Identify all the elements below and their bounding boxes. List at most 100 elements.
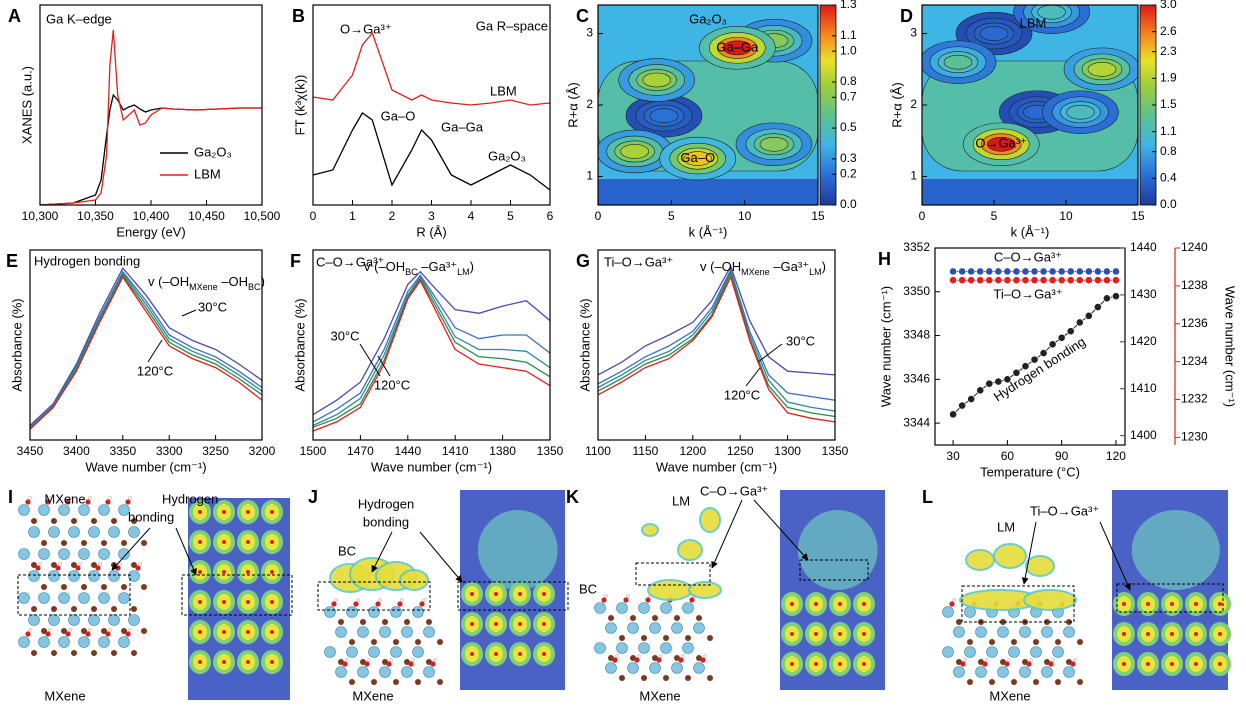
point: [1103, 276, 1111, 285]
point: [1075, 276, 1084, 285]
point: [967, 267, 976, 276]
atom-c: [121, 540, 127, 546]
x-tick-label: 1250: [727, 444, 754, 458]
dashed-box: [1116, 583, 1224, 613]
structure-label: MXene: [352, 688, 393, 703]
atom-o: [45, 631, 51, 637]
x-tick-label: 3300: [156, 444, 183, 458]
structure-label: MXene: [639, 688, 680, 703]
density-dot: [270, 570, 274, 574]
atom-ti: [412, 606, 424, 618]
atom-c: [131, 518, 137, 524]
atom-c: [91, 650, 97, 656]
atom-ti: [18, 548, 30, 560]
atom-ti: [412, 646, 424, 658]
atom-c: [61, 540, 67, 546]
atom-c: [382, 619, 388, 625]
series-line: [312, 112, 551, 191]
atom-h: [637, 654, 641, 658]
atom-ti: [986, 646, 998, 658]
colorbar-tick-label: 0.5: [840, 120, 857, 134]
atom-ti: [78, 504, 90, 516]
atom-o: [419, 601, 425, 607]
atom-ti: [594, 642, 606, 654]
density-halo: [797, 510, 878, 590]
point: [976, 386, 985, 395]
peak-label-part: v (–OH: [700, 259, 741, 274]
peak-label-part: v (–OH: [364, 259, 405, 274]
density-dot: [198, 570, 202, 574]
x-tick-label: 10: [738, 209, 752, 223]
atom-ti: [98, 504, 110, 516]
atom-c: [338, 619, 344, 625]
x-tick-label: 1500: [300, 444, 327, 458]
dashed-box: [457, 581, 569, 611]
point: [1057, 267, 1066, 276]
atom-o: [45, 499, 51, 505]
dashed-box: [181, 574, 293, 616]
density-dot: [270, 600, 274, 604]
dashed-box: [635, 562, 711, 586]
density-dot: [518, 592, 522, 596]
atom-ti: [627, 622, 639, 634]
density-dot: [222, 660, 226, 664]
density-dot: [1218, 662, 1222, 666]
x-tick-label: 0: [919, 209, 926, 223]
atom-c: [1011, 679, 1017, 685]
peak-label-part: MXene: [189, 282, 218, 292]
atom-c: [707, 635, 713, 641]
annotation: Ga₂O₃: [689, 11, 727, 26]
structure-label: BC: [338, 543, 356, 558]
density-dot: [542, 652, 546, 656]
peak-label: Ga–Ga: [716, 39, 759, 54]
atom-o: [430, 661, 436, 667]
point: [1048, 340, 1057, 349]
atom-c: [41, 584, 47, 590]
atom-c: [437, 639, 443, 645]
atom-o: [135, 565, 141, 571]
y-tick-label: 3: [586, 26, 593, 40]
charge-cloud: [647, 579, 693, 601]
atom-ti: [128, 614, 140, 626]
atom-h: [128, 628, 132, 632]
structure-label: Hydrogen: [358, 496, 414, 511]
series-line: [29, 266, 263, 426]
atom-c: [81, 584, 87, 590]
density-dot: [790, 602, 794, 606]
peak-label-part: v (–OH: [148, 274, 189, 289]
density-dot: [246, 570, 250, 574]
atom-ti: [335, 626, 347, 638]
atom-c: [111, 518, 117, 524]
atom-ti: [18, 592, 30, 604]
y-tick-label: 3352: [903, 240, 930, 254]
peak-label-part: ): [822, 259, 826, 274]
atom-o: [75, 565, 81, 571]
density-dot: [542, 592, 546, 596]
peak: [620, 144, 649, 159]
atom-ti: [401, 666, 413, 678]
atom-ti: [1019, 626, 1031, 638]
point: [1093, 267, 1102, 276]
charge-cloud: [641, 523, 659, 537]
atom-h: [128, 496, 132, 500]
atom-h: [681, 654, 685, 658]
peak: [943, 54, 973, 70]
atom-o: [700, 657, 706, 663]
atom-ti: [58, 636, 70, 648]
density-dot: [838, 602, 842, 606]
point: [1093, 303, 1102, 311]
atom-ti: [1041, 666, 1053, 678]
x-tick-label: 10,450: [188, 209, 225, 223]
atom-c: [31, 650, 37, 656]
atom-ti: [671, 662, 683, 674]
atom-o: [1004, 661, 1010, 667]
atom-c: [349, 679, 355, 685]
atom-o: [35, 565, 41, 571]
point: [1030, 355, 1039, 364]
atom-c: [404, 619, 410, 625]
x-tick-label: 10,350: [77, 209, 114, 223]
point: [1021, 276, 1030, 285]
atom-ti: [649, 662, 661, 674]
density-dot: [518, 622, 522, 626]
x-tick-label: 3200: [249, 444, 276, 458]
